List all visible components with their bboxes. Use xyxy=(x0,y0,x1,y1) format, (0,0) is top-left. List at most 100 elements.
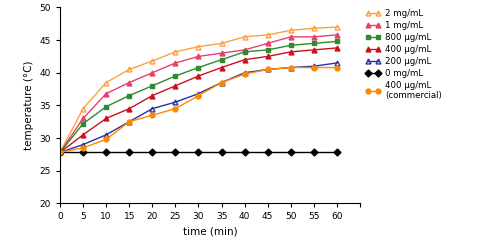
1 mg/mL xyxy=(264,42,270,45)
2 mg/mL xyxy=(288,29,294,32)
200 μg/mL xyxy=(288,66,294,69)
1 mg/mL xyxy=(150,71,156,74)
2 mg/mL xyxy=(126,68,132,71)
2 mg/mL xyxy=(218,42,224,45)
200 μg/mL xyxy=(103,133,109,136)
400 μg/mL xyxy=(218,66,224,69)
200 μg/mL xyxy=(150,107,156,110)
400 μg/mL
(commercial) xyxy=(150,114,156,117)
400 μg/mL
(commercial) xyxy=(80,146,86,149)
1 mg/mL xyxy=(196,55,202,58)
1 mg/mL xyxy=(288,35,294,38)
200 μg/mL xyxy=(264,68,270,71)
0 mg/mL xyxy=(103,151,109,154)
200 μg/mL xyxy=(126,120,132,123)
Line: 0 mg/mL: 0 mg/mL xyxy=(58,150,340,155)
400 μg/mL xyxy=(242,58,248,61)
1 mg/mL xyxy=(334,33,340,36)
1 mg/mL xyxy=(103,92,109,95)
400 μg/mL xyxy=(264,55,270,58)
800 μg/mL xyxy=(103,105,109,108)
1 mg/mL xyxy=(172,62,178,64)
400 μg/mL
(commercial) xyxy=(57,151,63,154)
1 mg/mL xyxy=(126,81,132,84)
0 mg/mL xyxy=(264,151,270,154)
200 μg/mL xyxy=(334,62,340,64)
0 mg/mL xyxy=(57,151,63,154)
2 mg/mL xyxy=(57,151,63,154)
800 μg/mL xyxy=(196,66,202,69)
800 μg/mL xyxy=(80,122,86,125)
0 mg/mL xyxy=(150,151,156,154)
400 μg/mL xyxy=(103,117,109,120)
400 μg/mL
(commercial) xyxy=(126,120,132,123)
800 μg/mL xyxy=(57,151,63,154)
1 mg/mL xyxy=(218,52,224,55)
0 mg/mL xyxy=(288,151,294,154)
400 μg/mL
(commercial) xyxy=(288,66,294,69)
Line: 400 μg/mL
(commercial): 400 μg/mL (commercial) xyxy=(58,65,340,155)
2 mg/mL xyxy=(80,107,86,110)
1 mg/mL xyxy=(242,48,248,51)
400 μg/mL
(commercial) xyxy=(264,68,270,71)
800 μg/mL xyxy=(264,48,270,51)
400 μg/mL xyxy=(172,84,178,87)
400 μg/mL
(commercial) xyxy=(103,138,109,141)
Line: 1 mg/mL: 1 mg/mL xyxy=(58,32,340,155)
400 μg/mL
(commercial) xyxy=(218,81,224,84)
800 μg/mL xyxy=(242,50,248,53)
400 μg/mL
(commercial) xyxy=(311,66,317,69)
200 μg/mL xyxy=(196,92,202,95)
2 mg/mL xyxy=(196,45,202,48)
1 mg/mL xyxy=(80,117,86,120)
400 μg/mL xyxy=(288,50,294,53)
200 μg/mL xyxy=(172,101,178,104)
2 mg/mL xyxy=(103,81,109,84)
200 μg/mL xyxy=(242,71,248,74)
400 μg/mL xyxy=(150,94,156,97)
2 mg/mL xyxy=(311,27,317,30)
400 μg/mL xyxy=(126,107,132,110)
2 mg/mL xyxy=(334,26,340,29)
X-axis label: time (min): time (min) xyxy=(182,227,238,237)
0 mg/mL xyxy=(334,151,340,154)
0 mg/mL xyxy=(242,151,248,154)
400 μg/mL
(commercial) xyxy=(334,66,340,69)
0 mg/mL xyxy=(196,151,202,154)
Line: 400 μg/mL: 400 μg/mL xyxy=(58,45,340,155)
400 μg/mL
(commercial) xyxy=(242,73,248,76)
800 μg/mL xyxy=(150,84,156,87)
Line: 800 μg/mL: 800 μg/mL xyxy=(58,39,340,155)
400 μg/mL
(commercial) xyxy=(196,94,202,97)
0 mg/mL xyxy=(311,151,317,154)
800 μg/mL xyxy=(288,44,294,47)
Line: 2 mg/mL: 2 mg/mL xyxy=(58,25,340,155)
400 μg/mL
(commercial) xyxy=(172,107,178,110)
200 μg/mL xyxy=(57,151,63,154)
2 mg/mL xyxy=(150,60,156,62)
400 μg/mL xyxy=(80,133,86,136)
400 μg/mL xyxy=(311,48,317,51)
200 μg/mL xyxy=(311,65,317,68)
2 mg/mL xyxy=(172,50,178,53)
Legend: 2 mg/mL, 1 mg/mL, 800 μg/mL, 400 μg/mL, 200 μg/mL, 0 mg/mL, 400 μg/mL
(commercia: 2 mg/mL, 1 mg/mL, 800 μg/mL, 400 μg/mL, … xyxy=(364,8,442,101)
400 μg/mL xyxy=(57,151,63,154)
0 mg/mL xyxy=(80,151,86,154)
Y-axis label: temperature (°C): temperature (°C) xyxy=(24,61,34,150)
800 μg/mL xyxy=(334,40,340,43)
Line: 200 μg/mL: 200 μg/mL xyxy=(58,61,340,155)
800 μg/mL xyxy=(311,42,317,45)
0 mg/mL xyxy=(126,151,132,154)
0 mg/mL xyxy=(172,151,178,154)
800 μg/mL xyxy=(218,58,224,61)
0 mg/mL xyxy=(218,151,224,154)
200 μg/mL xyxy=(80,143,86,146)
1 mg/mL xyxy=(311,35,317,38)
200 μg/mL xyxy=(218,81,224,84)
400 μg/mL xyxy=(334,46,340,49)
2 mg/mL xyxy=(242,35,248,38)
800 μg/mL xyxy=(126,94,132,97)
800 μg/mL xyxy=(172,74,178,77)
1 mg/mL xyxy=(57,151,63,154)
2 mg/mL xyxy=(264,33,270,36)
